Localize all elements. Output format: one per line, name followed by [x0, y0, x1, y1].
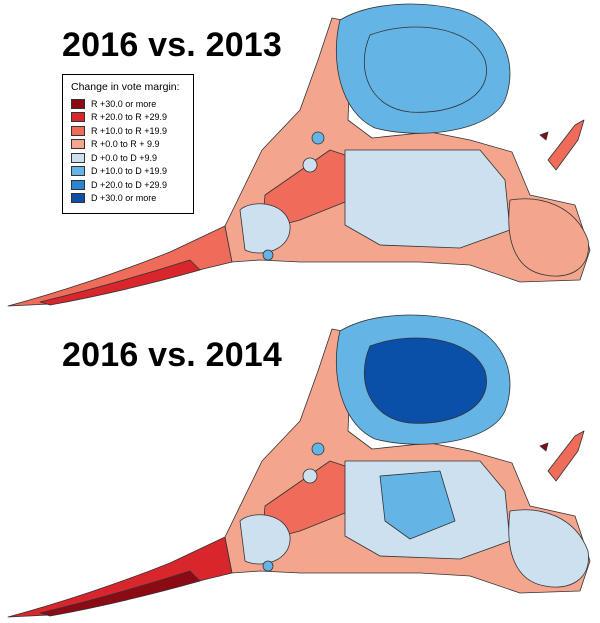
- panel-title-2013: 2016 vs. 2013: [62, 26, 283, 64]
- legend-swatch: [71, 112, 85, 123]
- region-southwest-tail: [7, 536, 233, 618]
- legend-item: D +0.0 to D +9.9: [71, 151, 187, 165]
- legend-item: D +10.0 to D +19.9: [71, 165, 187, 179]
- legend-item: R +0.0 to R + 9.9: [71, 138, 187, 152]
- legend-swatch: [71, 98, 85, 109]
- legend-swatch: [71, 152, 85, 163]
- legend-label: D +30.0 or more: [91, 193, 157, 204]
- legend-title: Change in vote margin:: [71, 81, 180, 93]
- legend-item: D +20.0 to D +29.9: [71, 178, 187, 192]
- region-north-inner: [363, 337, 487, 424]
- region-west-blob: [311, 131, 325, 145]
- region-east-lobe: [508, 509, 589, 588]
- legend-swatch: [71, 193, 85, 204]
- legend-label: D +20.0 to D +29.9: [91, 179, 168, 190]
- region-inner-light: [344, 149, 511, 249]
- legend-item: R +10.0 to R +19.9: [71, 124, 187, 138]
- legend-label: D +10.0 to D +19.9: [91, 166, 168, 177]
- region-west-light: [239, 514, 291, 565]
- region-west-blob: [311, 442, 325, 456]
- choropleth-map-2013: [7, 3, 591, 307]
- region-tail-dark: [39, 259, 201, 306]
- map-legend: Change in vote margin: R +30.0 or more R …: [62, 74, 194, 214]
- legend-item: R +20.0 to R +29.9: [71, 111, 187, 125]
- region-east-lobe: [508, 198, 589, 277]
- legend-swatch: [71, 166, 85, 177]
- legend-label: R +10.0 to R +19.9: [91, 125, 168, 136]
- legend-swatch: [71, 139, 85, 150]
- choropleth-map-2014: [7, 314, 591, 618]
- legend-swatch: [71, 179, 85, 190]
- region-blob-small: [262, 560, 274, 572]
- legend-label: R +0.0 to R + 9.9: [91, 139, 160, 150]
- region-north-inner: [363, 26, 487, 113]
- legend-label: R +20.0 to R +29.9: [91, 112, 168, 123]
- region-ne-islets: [539, 442, 549, 452]
- region-west-light: [239, 203, 291, 254]
- region-southwest-tail: [7, 225, 233, 307]
- legend-item: D +30.0 or more: [71, 192, 187, 206]
- region-ne-island: [547, 430, 585, 482]
- panel-title-2014: 2016 vs. 2014: [62, 336, 283, 374]
- region-blob-small: [262, 249, 274, 261]
- region-ne-island: [547, 119, 585, 171]
- region-west-blob-2: [302, 157, 318, 173]
- region-west-blob-2: [302, 468, 318, 484]
- legend-label: R +30.0 or more: [91, 98, 157, 109]
- region-ne-islets: [539, 131, 549, 141]
- legend-item: R +30.0 or more: [71, 97, 187, 111]
- legend-swatch: [71, 125, 85, 136]
- region-tail-dark: [39, 570, 201, 617]
- region-inner-blue: [379, 470, 456, 540]
- legend-label: D +0.0 to D +9.9: [91, 152, 158, 163]
